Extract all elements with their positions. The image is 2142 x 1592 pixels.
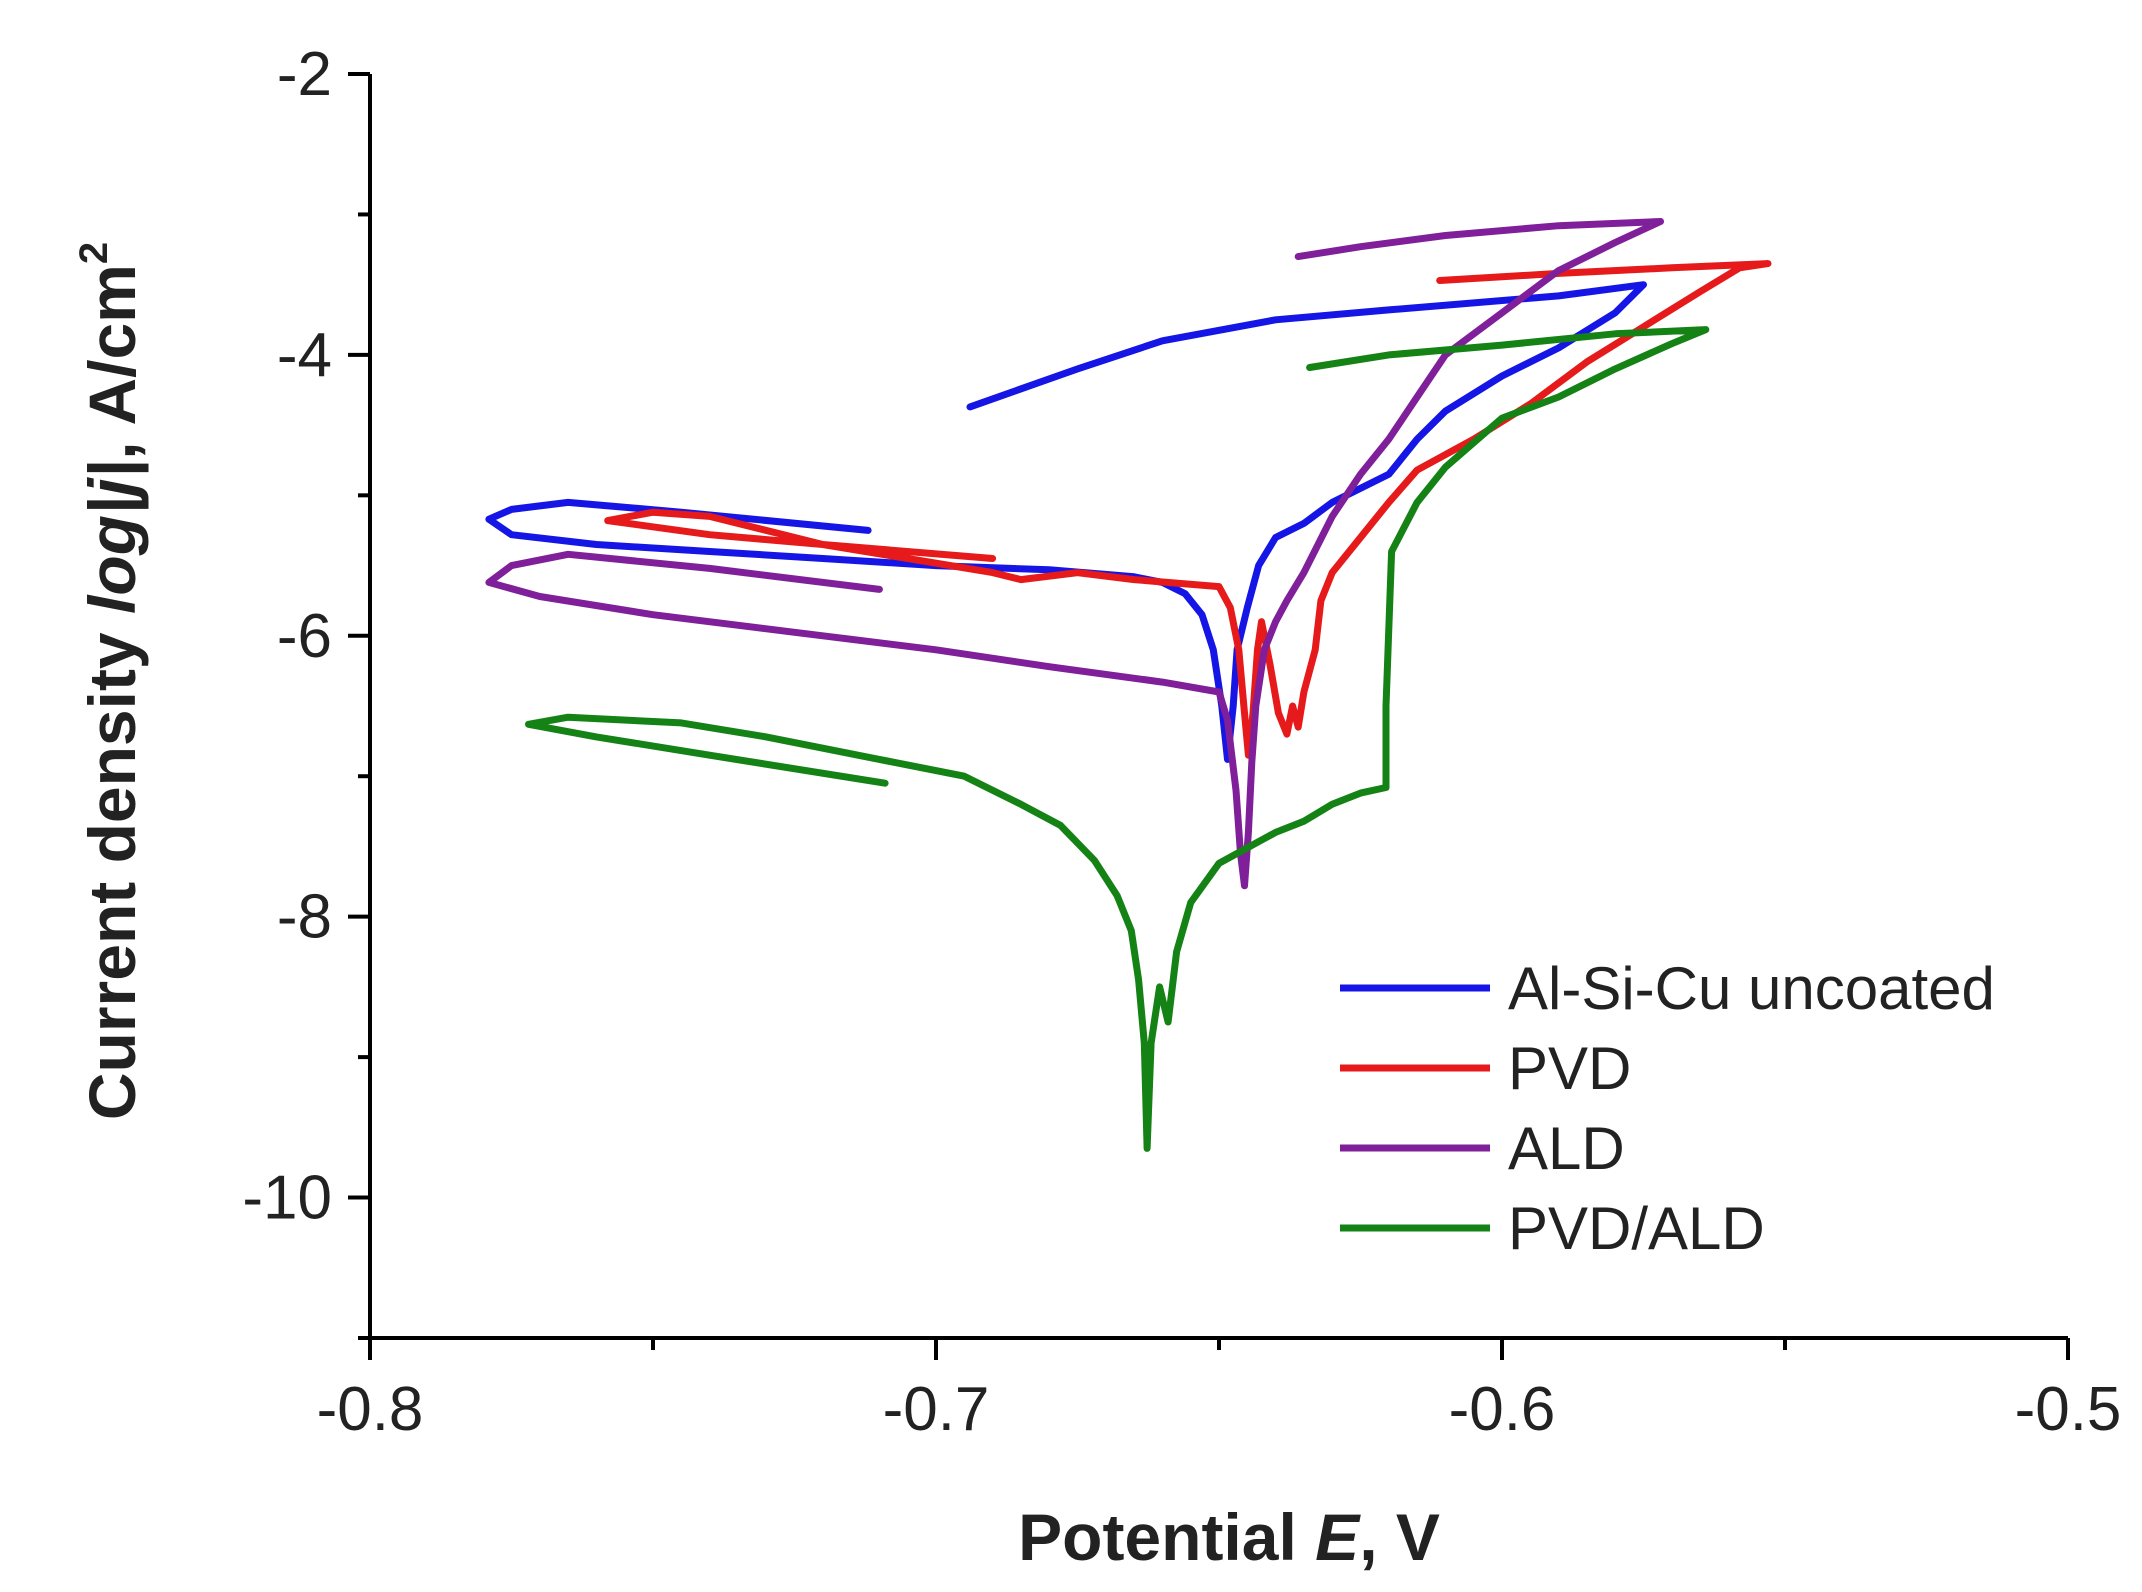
x-tick-label: -0.7: [883, 1375, 990, 1444]
x-tick-label: -0.5: [2015, 1375, 2122, 1444]
series-line-pvd-ald: [525, 326, 1710, 1152]
y-tick-label: -2: [277, 40, 332, 109]
y-tick-label: -8: [277, 883, 332, 952]
series-line-pvd: [604, 260, 1772, 759]
legend-label: Al-Si-Cu uncoated: [1508, 955, 1995, 1022]
y-tick-label: -10: [242, 1164, 332, 1233]
x-axis-title: Potential E, V: [1018, 1500, 1440, 1574]
legend-label: PVD/ALD: [1508, 1195, 1765, 1262]
y-tick-label: -4: [277, 321, 332, 390]
series-line-ald: [485, 218, 1664, 890]
y-axis-title: Current density log|j|, A/cm2: [72, 242, 149, 1120]
legend-label: ALD: [1508, 1115, 1625, 1182]
y-tick-label: -6: [277, 602, 332, 671]
series-line-al-si-cu-uncoated: [485, 281, 1647, 763]
x-tick-label: -0.8: [317, 1375, 424, 1444]
legend-label: PVD: [1508, 1035, 1631, 1102]
x-tick-label: -0.6: [1449, 1375, 1556, 1444]
